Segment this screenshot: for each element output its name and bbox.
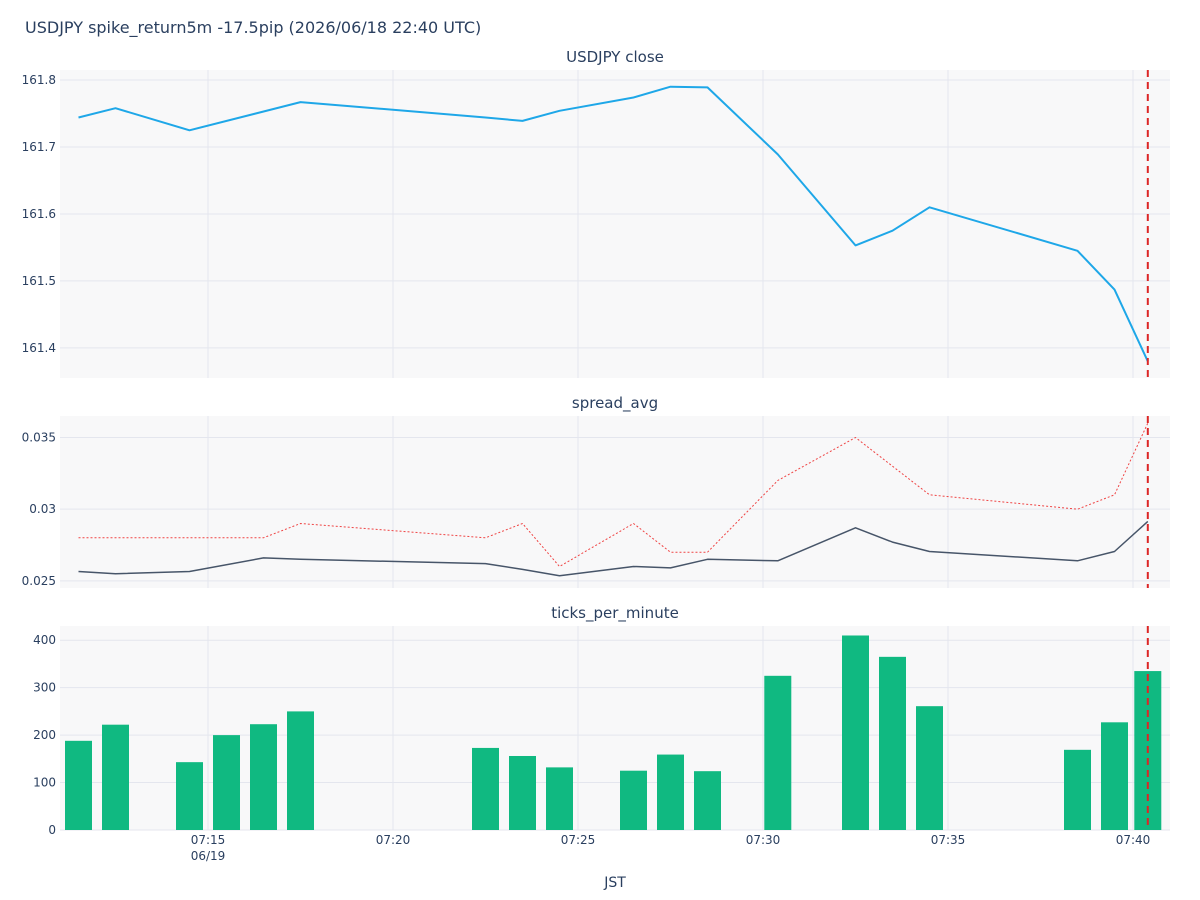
spread-max-line <box>78 422 1149 567</box>
y-tick-label: 0.035 <box>22 431 56 445</box>
ticks-bar <box>764 675 792 830</box>
y-tick-label: 0.03 <box>29 502 56 516</box>
panel-background <box>60 626 1170 830</box>
y-tick-label: 161.4 <box>22 341 56 355</box>
ticks-bar <box>694 771 721 830</box>
chart-labels: 161.4 161.5 161.6 161.7 161.8 USDJPY close 0.0… <box>22 48 1151 891</box>
ticks-bar <box>213 735 240 830</box>
y-tick-label: 400 <box>33 633 56 647</box>
ticks-bar <box>472 747 499 830</box>
y-tick-label: 161.5 <box>22 274 56 288</box>
y-tick-label: 161.7 <box>22 140 56 154</box>
x-axis-title: JST <box>603 875 626 891</box>
close-line <box>78 85 1149 362</box>
panel-background <box>60 416 1170 588</box>
y-tick-label: 0 <box>48 823 56 837</box>
y-tick-label: 200 <box>33 728 56 742</box>
subplot-title: USDJPY close <box>566 48 664 66</box>
y-tick-label: 0.025 <box>22 574 56 588</box>
ticks-bar <box>1101 722 1128 830</box>
x-tick-label: 07:30 <box>746 833 781 847</box>
x-tick-label: 07:25 <box>561 833 596 847</box>
ticks-bar <box>1064 749 1091 830</box>
chart-main-title: USDJPY spike_return5m -17.5pip (2026/06/… <box>25 18 482 37</box>
x-tick-label: 07:35 <box>931 833 966 847</box>
y-tick-label: 161.6 <box>22 207 56 221</box>
gridlines <box>60 70 1170 831</box>
ticks-bar <box>842 635 869 830</box>
ticks-bar <box>620 770 647 830</box>
ticks-bar <box>657 754 684 830</box>
ticks-bar <box>287 711 314 830</box>
subplot-title: ticks_per_minute <box>551 604 679 623</box>
y-tick-label: 300 <box>33 681 56 695</box>
subplot-title: spread_avg <box>572 394 658 413</box>
spread-avg-line <box>78 520 1149 577</box>
ticks-bar <box>102 724 129 830</box>
x-tick-label: 07:15 <box>191 833 226 847</box>
x-tick-label: 07:20 <box>376 833 411 847</box>
ticks-bar <box>546 767 573 830</box>
ticks-bar <box>65 740 92 830</box>
panel-background <box>60 70 1170 378</box>
ticks-bar <box>509 755 536 830</box>
panel-backgrounds <box>60 70 1170 830</box>
chart-marks <box>65 85 1162 830</box>
y-tick-label: 100 <box>33 776 56 790</box>
x-tick-label: 07:40 <box>1116 833 1151 847</box>
y-tick-label: 161.8 <box>22 73 56 87</box>
ticks-bar <box>879 656 906 830</box>
ticks-bar <box>250 724 277 830</box>
x-date-label: 06/19 <box>191 849 226 863</box>
ticks-bar <box>176 762 203 830</box>
ticks-bar <box>916 706 943 830</box>
